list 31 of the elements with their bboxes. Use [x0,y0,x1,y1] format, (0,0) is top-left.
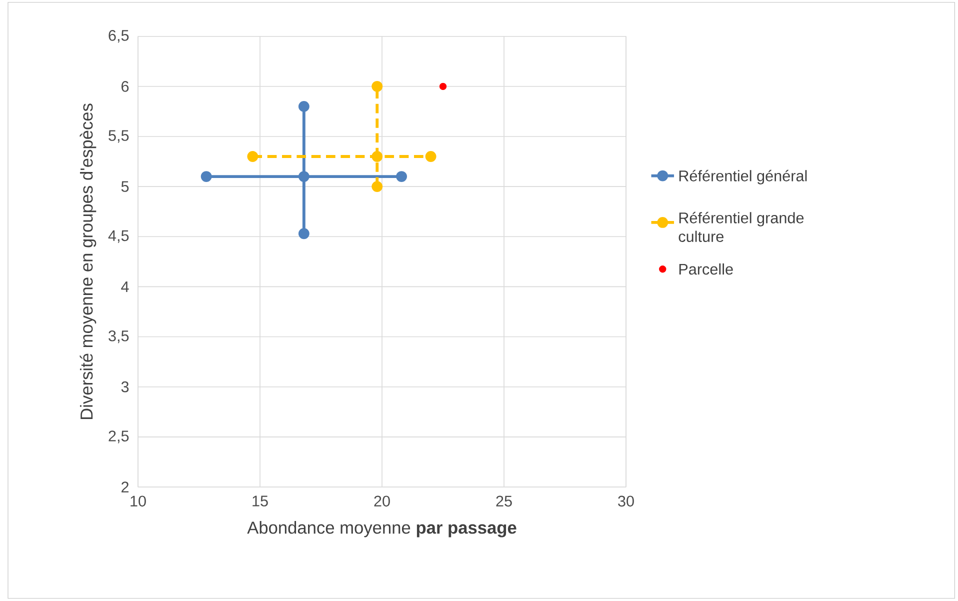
y-tick-label: 4 [121,281,129,292]
point [200,171,212,182]
point [298,100,310,112]
point [372,181,383,192]
x-axis-title: Abondance moyenne par passage [247,521,516,538]
legend-label: Référentiel général [679,170,807,184]
point [298,228,310,240]
y-tick-label: 4,5 [108,230,129,243]
y-tick-label: 6 [122,80,129,92]
point [425,151,436,162]
point [298,171,310,182]
legend-label: Référentiel grande culture [678,212,804,242]
y-tick-label: 6,5 [108,30,129,43]
point [372,80,383,92]
point [372,151,383,162]
y-tick-label: 5,5 [108,130,129,143]
y-tick-label: 2,5 [108,430,129,444]
x-tick-label: 15 [252,496,268,506]
x-tick-label: 25 [496,496,512,507]
point [396,171,407,182]
point [439,82,447,90]
y-axis-title: Diversité moyenne en groupes d'espèces [80,104,96,419]
y-tick-label: 3 [121,381,129,392]
y-tick-label: 2 [122,482,129,492]
point [247,151,258,162]
legend-label: Parcelle [679,263,733,275]
x-tick-label: 20 [374,496,390,507]
x-tick-label: 30 [618,496,634,507]
y-tick-label: 3,5 [108,330,129,344]
x-tick-label: 10 [130,496,146,507]
y-tick-label: 5 [121,181,129,192]
